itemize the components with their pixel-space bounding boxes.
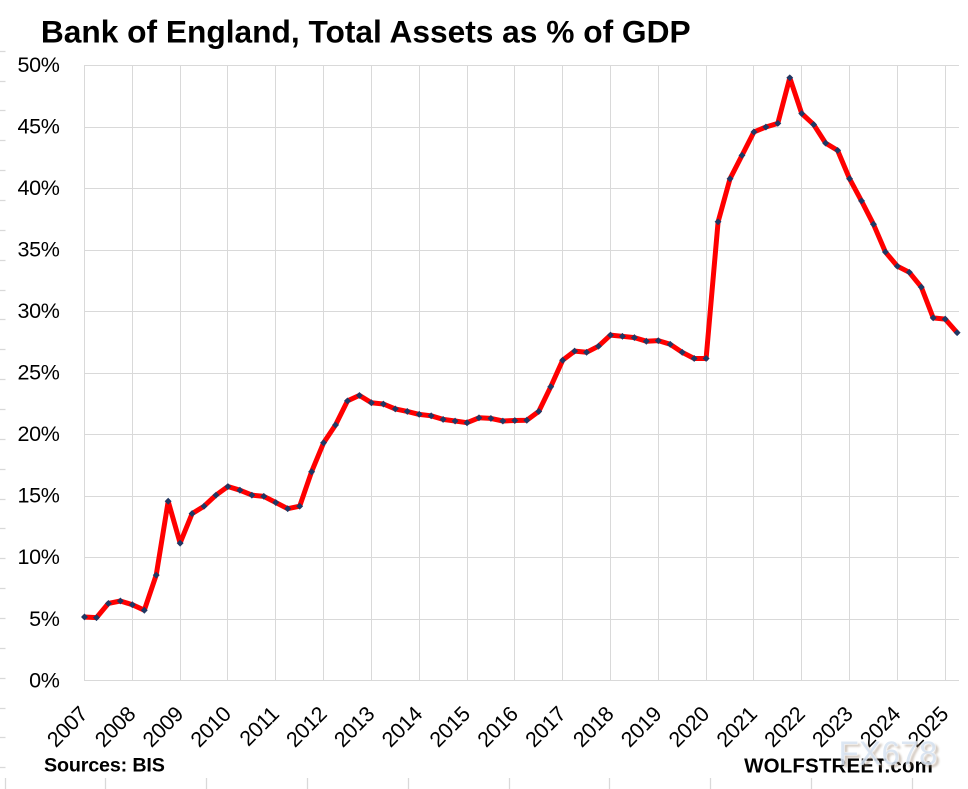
svg-text:0%: 0% xyxy=(29,668,60,692)
svg-text:30%: 30% xyxy=(17,299,59,323)
svg-text:FX678: FX678 xyxy=(839,735,938,772)
svg-text:40%: 40% xyxy=(17,176,59,200)
svg-text:15%: 15% xyxy=(17,484,59,508)
svg-text:50%: 50% xyxy=(17,53,59,77)
svg-text:45%: 45% xyxy=(17,114,59,138)
svg-text:FX678: FX678 xyxy=(839,735,938,772)
svg-text:35%: 35% xyxy=(17,237,59,261)
svg-text:5%: 5% xyxy=(29,607,60,631)
svg-text:10%: 10% xyxy=(17,545,59,569)
svg-text:25%: 25% xyxy=(17,361,59,385)
svg-text:FX678: FX678 xyxy=(842,737,941,774)
svg-text:20%: 20% xyxy=(17,422,59,446)
svg-text:Bank of England, Total Assets: Bank of England, Total Assets as % of GD… xyxy=(41,14,691,50)
svg-text:Sources: BIS: Sources: BIS xyxy=(44,755,165,777)
svg-text:WOLFSTREET.com: WOLFSTREET.com xyxy=(744,755,933,778)
